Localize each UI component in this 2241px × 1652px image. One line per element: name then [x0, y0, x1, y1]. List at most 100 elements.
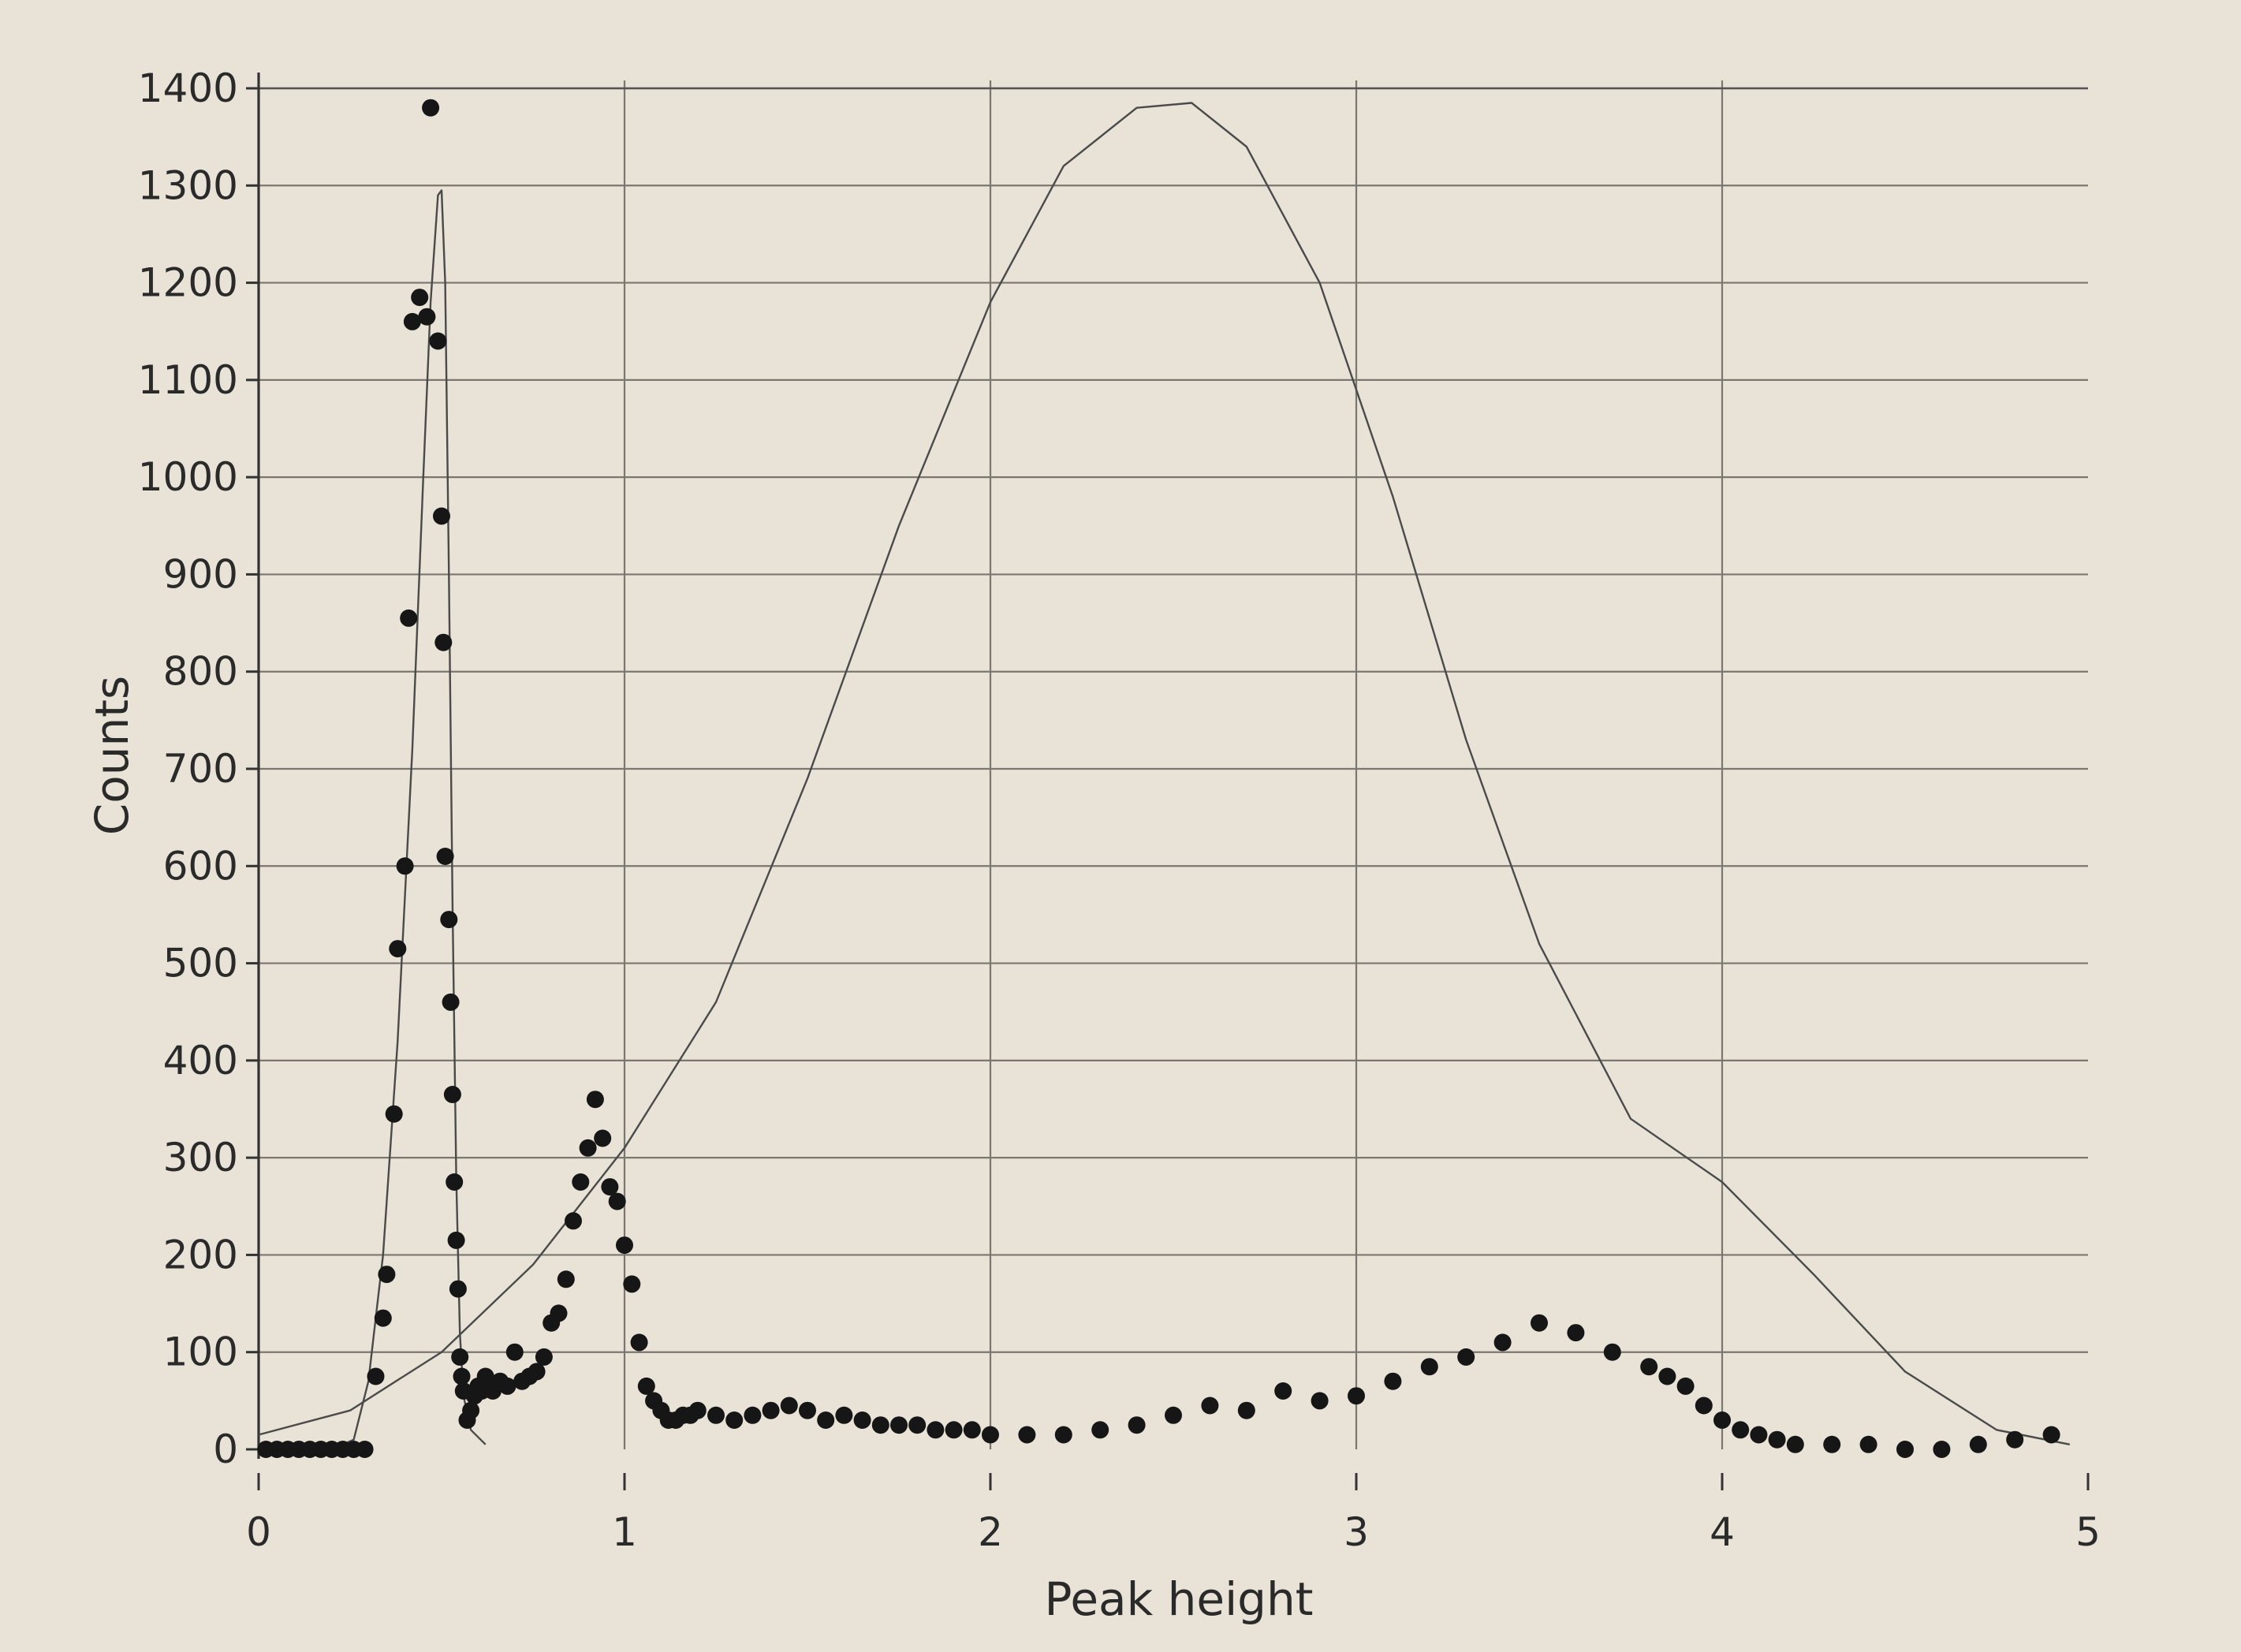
- data-point: [1603, 1343, 1621, 1361]
- data-point: [535, 1348, 553, 1366]
- data-point: [1658, 1367, 1676, 1385]
- data-point: [1274, 1382, 1292, 1400]
- data-point: [945, 1421, 963, 1439]
- data-point: [1732, 1421, 1750, 1439]
- y-tick-labels: 0 100 200 300 400 500 600 700 800 900 1000 1100 1200…: [138, 65, 238, 1472]
- fit-curves: [258, 102, 2071, 1451]
- y-tick-label: 600: [163, 843, 238, 889]
- y-tick-label: 900: [163, 551, 238, 597]
- data-point: [449, 1280, 467, 1298]
- data-point: [817, 1411, 835, 1429]
- data-point: [762, 1401, 780, 1419]
- data-point: [356, 1441, 374, 1458]
- data-point: [418, 308, 436, 326]
- data-point: [1237, 1401, 1255, 1419]
- data-point: [385, 1105, 403, 1123]
- data-point: [422, 99, 440, 117]
- data-point: [374, 1309, 392, 1327]
- data-point: [389, 940, 407, 958]
- data-point: [780, 1397, 798, 1415]
- data-point: [572, 1173, 590, 1191]
- grid: [259, 80, 2088, 1449]
- y-tick-label: 0: [213, 1426, 238, 1472]
- data-point: [1823, 1435, 1841, 1453]
- data-point: [1750, 1426, 1768, 1444]
- data-point: [400, 609, 418, 627]
- data-point: [443, 1086, 461, 1103]
- data-point: [586, 1091, 604, 1109]
- data-point: [442, 993, 460, 1011]
- x-tick-label: 5: [2075, 1509, 2101, 1555]
- data-point: [434, 633, 453, 651]
- data-point: [744, 1406, 762, 1424]
- data-point: [1676, 1377, 1695, 1395]
- data-point: [2006, 1430, 2024, 1449]
- data-point: [1786, 1435, 1804, 1453]
- y-tick-label: 700: [163, 746, 238, 792]
- data-point: [608, 1192, 626, 1210]
- data-point: [623, 1275, 641, 1293]
- data-point: [637, 1377, 655, 1395]
- data-point: [1969, 1435, 1987, 1453]
- data-point: [446, 1173, 464, 1191]
- fit-line-broad-fit: [258, 102, 2071, 1445]
- data-points: [257, 99, 2060, 1458]
- data-point: [440, 911, 458, 929]
- data-point: [1201, 1397, 1219, 1415]
- x-tick-label: 2: [978, 1509, 1003, 1555]
- data-point: [871, 1416, 889, 1434]
- data-point: [528, 1363, 546, 1381]
- y-tick-label: 1400: [138, 65, 238, 111]
- data-point: [927, 1421, 945, 1439]
- x-tick-label: 4: [1710, 1509, 1735, 1555]
- data-point: [594, 1129, 612, 1147]
- data-point: [367, 1367, 385, 1385]
- data-point: [890, 1416, 908, 1434]
- x-tick-label: 0: [246, 1509, 271, 1555]
- data-point: [2042, 1426, 2060, 1444]
- data-point: [453, 1367, 471, 1385]
- data-point: [725, 1411, 744, 1429]
- x-tick-label: 3: [1344, 1509, 1369, 1555]
- data-point: [396, 857, 414, 875]
- y-tick-label: 1100: [138, 357, 238, 403]
- data-point: [411, 289, 429, 307]
- data-point: [462, 1401, 480, 1419]
- data-point: [1531, 1314, 1548, 1332]
- data-point: [908, 1416, 927, 1434]
- data-point: [1859, 1435, 1877, 1453]
- data-point: [835, 1406, 853, 1424]
- data-point: [1348, 1387, 1365, 1405]
- data-point: [1933, 1441, 1951, 1458]
- y-tick-label: 100: [163, 1329, 238, 1375]
- data-point: [1311, 1392, 1329, 1410]
- data-point: [378, 1266, 396, 1284]
- data-point: [1640, 1358, 1658, 1376]
- data-point: [1384, 1372, 1402, 1390]
- fit-line-narrow-fit: [259, 189, 487, 1451]
- data-point: [429, 332, 447, 350]
- data-point: [688, 1401, 707, 1419]
- y-tick-label: 800: [163, 649, 238, 695]
- data-point: [616, 1236, 633, 1255]
- data-point: [565, 1212, 582, 1230]
- data-point: [707, 1406, 725, 1424]
- data-point: [1054, 1426, 1072, 1444]
- x-tick-label: 1: [612, 1509, 637, 1555]
- data-point: [436, 848, 454, 865]
- data-point: [853, 1411, 871, 1429]
- data-point: [451, 1348, 469, 1366]
- data-point: [403, 312, 421, 330]
- data-point: [557, 1270, 575, 1288]
- data-point: [963, 1421, 981, 1439]
- y-axis-title: Counts: [85, 676, 139, 835]
- y-tick-label: 200: [163, 1232, 238, 1277]
- x-axis-title: Peak height: [1044, 1572, 1313, 1626]
- data-point: [1493, 1333, 1512, 1352]
- data-point: [601, 1178, 619, 1196]
- data-point: [1457, 1348, 1475, 1366]
- data-point: [1128, 1416, 1146, 1434]
- data-point: [433, 507, 450, 525]
